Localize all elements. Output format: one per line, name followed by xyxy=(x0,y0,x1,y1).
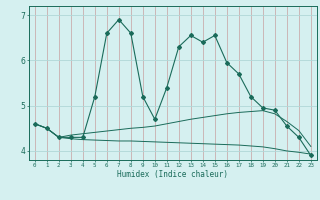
X-axis label: Humidex (Indice chaleur): Humidex (Indice chaleur) xyxy=(117,170,228,179)
